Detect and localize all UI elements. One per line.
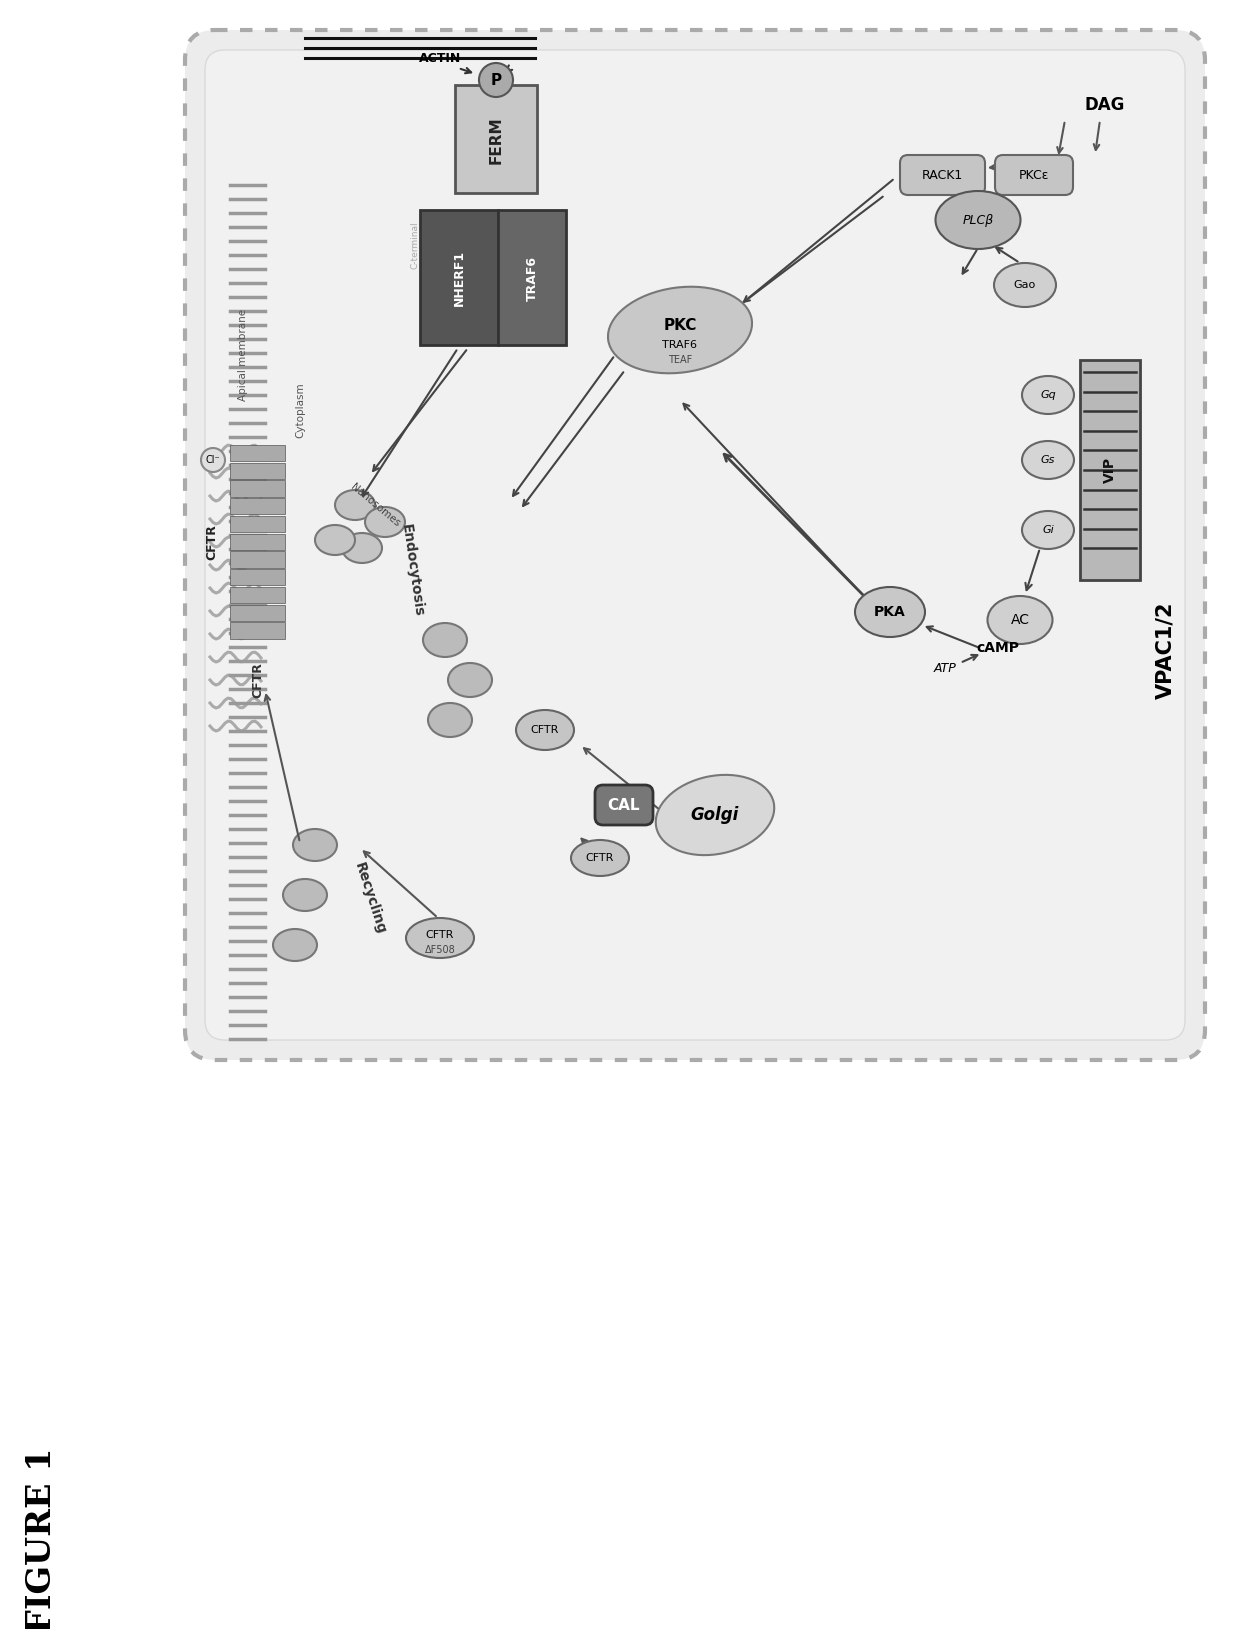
Bar xyxy=(229,534,285,551)
Text: PKCε: PKCε xyxy=(1019,168,1049,181)
Text: C-terminal: C-terminal xyxy=(410,222,419,269)
Text: CAL: CAL xyxy=(608,798,640,813)
FancyBboxPatch shape xyxy=(900,155,985,195)
Text: cAMP: cAMP xyxy=(977,640,1019,655)
Ellipse shape xyxy=(856,586,925,637)
Bar xyxy=(229,622,285,639)
Bar xyxy=(229,569,285,585)
Bar xyxy=(229,463,285,479)
Ellipse shape xyxy=(516,710,574,749)
Ellipse shape xyxy=(1022,376,1074,414)
Text: Cl⁻: Cl⁻ xyxy=(206,454,221,464)
Bar xyxy=(420,210,498,345)
Text: PKA: PKA xyxy=(874,604,906,619)
Text: CFTR: CFTR xyxy=(585,854,614,863)
Text: Recycling: Recycling xyxy=(352,860,388,935)
Text: AC: AC xyxy=(1011,613,1029,627)
FancyBboxPatch shape xyxy=(994,155,1073,195)
Ellipse shape xyxy=(293,829,337,862)
Ellipse shape xyxy=(479,64,513,98)
Ellipse shape xyxy=(365,507,405,538)
Ellipse shape xyxy=(423,622,467,656)
Ellipse shape xyxy=(273,929,317,961)
Ellipse shape xyxy=(1022,441,1074,479)
Text: Gq: Gq xyxy=(1040,389,1056,401)
Ellipse shape xyxy=(656,775,774,855)
Ellipse shape xyxy=(315,525,355,555)
Text: Golgi: Golgi xyxy=(691,806,739,824)
Text: ACTIN: ACTIN xyxy=(419,52,461,65)
Text: CFTR: CFTR xyxy=(252,661,264,697)
Ellipse shape xyxy=(608,287,751,373)
Bar xyxy=(229,516,285,533)
Ellipse shape xyxy=(201,448,224,472)
FancyBboxPatch shape xyxy=(185,29,1205,1060)
Text: Endocytosis: Endocytosis xyxy=(398,523,425,617)
Text: ATP: ATP xyxy=(934,661,956,674)
Ellipse shape xyxy=(405,919,474,958)
Ellipse shape xyxy=(428,704,472,736)
Ellipse shape xyxy=(448,663,492,697)
Bar xyxy=(229,586,285,603)
Text: PLCβ: PLCβ xyxy=(962,213,993,226)
Text: CFTR: CFTR xyxy=(425,930,454,940)
Text: Gs: Gs xyxy=(1040,454,1055,464)
FancyBboxPatch shape xyxy=(595,785,653,824)
Bar xyxy=(229,445,285,461)
Text: PKC: PKC xyxy=(663,318,697,332)
Text: TEAF: TEAF xyxy=(668,355,692,365)
Bar xyxy=(229,498,285,515)
Text: CFTR: CFTR xyxy=(206,525,218,560)
Ellipse shape xyxy=(342,533,382,564)
Bar xyxy=(229,604,285,621)
Text: Gao: Gao xyxy=(1014,280,1037,290)
Ellipse shape xyxy=(283,880,327,911)
Text: CFTR: CFTR xyxy=(531,725,559,735)
Ellipse shape xyxy=(994,262,1056,306)
Text: FERM: FERM xyxy=(489,116,503,165)
Bar xyxy=(455,85,537,192)
Text: NHERF1: NHERF1 xyxy=(453,249,465,306)
Bar xyxy=(229,551,285,567)
Text: VIP: VIP xyxy=(1104,458,1117,484)
Text: Cytoplasm: Cytoplasm xyxy=(295,383,305,438)
Bar xyxy=(1080,360,1140,580)
Bar xyxy=(498,210,565,345)
Text: ΔF508: ΔF508 xyxy=(424,945,455,955)
Text: DAG: DAG xyxy=(1085,96,1125,114)
Text: RACK1: RACK1 xyxy=(921,168,962,181)
Text: Gi: Gi xyxy=(1042,525,1054,534)
FancyBboxPatch shape xyxy=(205,50,1185,1039)
Text: TRAF6: TRAF6 xyxy=(662,340,697,350)
Text: FIGURE 1: FIGURE 1 xyxy=(26,1447,58,1629)
Text: Apical membrane: Apical membrane xyxy=(238,310,248,401)
Text: TRAF6: TRAF6 xyxy=(526,256,538,300)
Ellipse shape xyxy=(1022,512,1074,549)
Ellipse shape xyxy=(987,596,1053,643)
Ellipse shape xyxy=(335,490,374,520)
Text: VPAC1/2: VPAC1/2 xyxy=(1154,601,1176,699)
Text: Nanosomes: Nanosomes xyxy=(348,482,402,528)
Text: P: P xyxy=(491,73,501,88)
Ellipse shape xyxy=(935,191,1021,249)
Bar xyxy=(229,481,285,497)
Ellipse shape xyxy=(570,841,629,876)
